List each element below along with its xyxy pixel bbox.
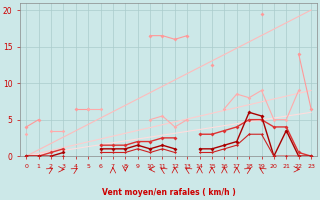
X-axis label: Vent moyen/en rafales ( km/h ): Vent moyen/en rafales ( km/h ) — [102, 188, 236, 197]
